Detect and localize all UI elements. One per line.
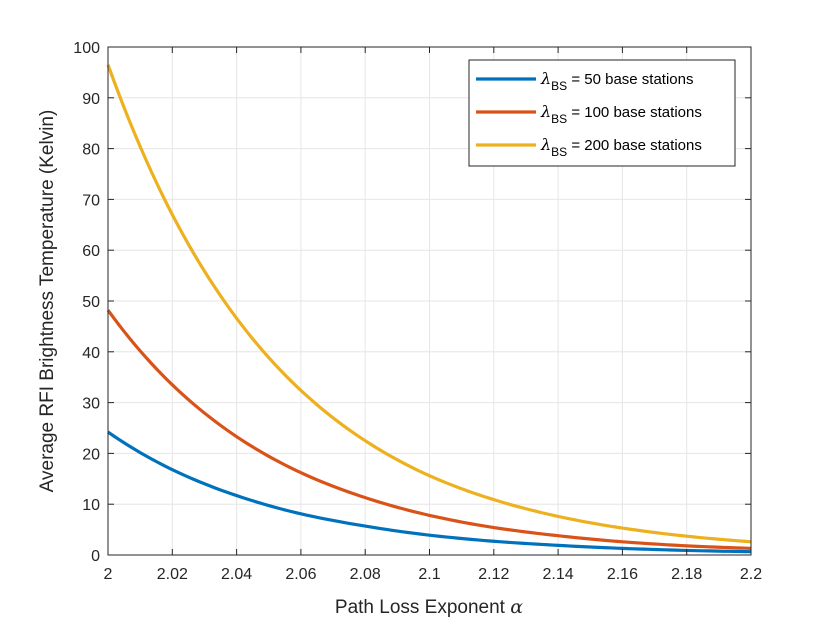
legend-subscript: BS — [551, 145, 567, 159]
series-line-1 — [107, 430, 752, 554]
x-tick-label: 2.14 — [543, 566, 574, 583]
y-tick-label: 0 — [91, 548, 100, 565]
legend-subscript: BS — [551, 112, 567, 126]
x-tick-label: 2.1 — [418, 566, 440, 583]
x-axis-label-text: Path Loss Exponent — [335, 597, 506, 618]
y-tick-label: 40 — [82, 345, 100, 362]
y-tick-label: 100 — [73, 40, 100, 57]
x-tick-label: 2.02 — [157, 566, 188, 583]
series-line-2 — [106, 309, 752, 550]
y-tick-label: 30 — [82, 396, 100, 413]
legend-entry-1: λBS = 50 base stations — [540, 69, 694, 93]
x-tick-label: 2.12 — [478, 566, 509, 583]
y-tick-label: 70 — [82, 192, 100, 209]
legend-entry-2: λBS = 100 base stations — [540, 102, 702, 126]
legend-label: = 200 base stations — [567, 137, 702, 154]
y-axis-label: Average RFI Brightness Temperature (Kelv… — [37, 110, 58, 493]
legend-symbol: λ — [540, 69, 551, 88]
legend-symbol: λ — [540, 135, 551, 154]
x-axis-label-symbol: α — [510, 596, 523, 618]
legend-symbol: λ — [540, 102, 551, 121]
y-tick-label: 50 — [82, 294, 100, 311]
series-line-3 — [106, 64, 752, 544]
x-tick-label: 2.2 — [740, 566, 762, 583]
x-tick-label: 2.08 — [350, 566, 381, 583]
y-axis-label-text: Average RFI Brightness Temperature (Kelv… — [37, 110, 58, 493]
ticks — [107, 46, 752, 556]
x-tick-label: 2.18 — [671, 566, 702, 583]
y-tick-label: 60 — [82, 243, 100, 260]
y-tick-label: 10 — [82, 497, 100, 514]
x-tick-label: 2.06 — [285, 566, 316, 583]
x-tick-label: 2.04 — [221, 566, 252, 583]
y-tick-label: 20 — [82, 446, 100, 463]
x-axis-label: Path Loss Exponent α — [335, 596, 523, 618]
x-tick-labels: 2 2.02 2.04 2.06 2.08 2.1 2.12 2.14 2.16 2.18 2.2 — [104, 566, 763, 583]
legend-label: = 50 base stations — [567, 71, 693, 88]
series-layer — [106, 64, 752, 554]
y-tick-label: 80 — [82, 142, 100, 159]
y-tick-label: 90 — [82, 91, 100, 108]
y-tick-labels: 0 10 20 30 40 50 60 70 80 90 100 — [73, 40, 100, 565]
legend-label: = 100 base stations — [567, 104, 702, 121]
legend-entry-3: λBS = 200 base stations — [540, 135, 702, 159]
x-tick-label: 2 — [104, 566, 113, 583]
legend-subscript: BS — [551, 79, 567, 93]
x-tick-label: 2.16 — [607, 566, 638, 583]
